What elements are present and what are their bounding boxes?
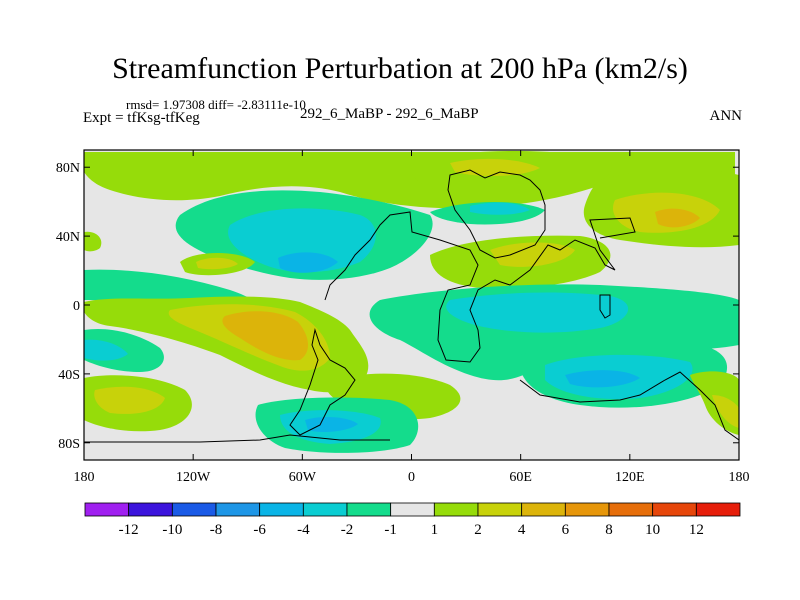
middle-east-positive-core bbox=[490, 242, 575, 267]
chart-title: Streamfunction Perturbation at 200 hPa (… bbox=[112, 52, 688, 85]
coastlines bbox=[84, 169, 739, 443]
southwest-pacific-positive-core bbox=[94, 386, 165, 414]
south-america-coast bbox=[289, 328, 356, 436]
colorbar-swatch bbox=[433, 502, 479, 517]
colorbar-swatch bbox=[521, 502, 566, 517]
colorbar-swatch bbox=[346, 502, 392, 517]
colorbar-swatch bbox=[259, 502, 304, 517]
x-tick-label: 0 bbox=[408, 470, 415, 485]
colorbar-swatch bbox=[564, 502, 610, 517]
y-tick-label: 40N bbox=[56, 230, 80, 245]
colorbar-label: -10 bbox=[162, 522, 182, 538]
central-pacific-positive-core bbox=[196, 257, 238, 270]
colorbar: -12 -10 -8 -6 -4 -2 -1 1 2 4 6 8 10 12 bbox=[84, 502, 741, 538]
season-label: ANN bbox=[709, 108, 743, 124]
north-landmass-coast bbox=[447, 169, 546, 259]
colorbar-swatch bbox=[84, 502, 130, 517]
y-tick-label: 80S bbox=[58, 437, 80, 452]
colorbar-label: 6 bbox=[562, 522, 570, 538]
x-tick-label: 180 bbox=[729, 470, 750, 485]
atlantic-negative-core bbox=[470, 202, 530, 215]
y-tick-label: 80N bbox=[56, 161, 80, 176]
colorbar-label: 2 bbox=[474, 522, 482, 538]
x-tick-label: 180 bbox=[74, 470, 95, 485]
colorbar-label: -2 bbox=[341, 522, 354, 538]
australia-positive-core bbox=[712, 395, 739, 428]
colorbar-label: -4 bbox=[297, 522, 310, 538]
colorbar-label: 4 bbox=[518, 522, 526, 538]
colorbar-label: -1 bbox=[384, 522, 397, 538]
antarctic-coast bbox=[84, 434, 390, 443]
colorbar-label: 10 bbox=[645, 522, 660, 538]
colorbar-label: -6 bbox=[253, 522, 266, 538]
stats-label: rmsd= 1.97308 diff= -2.83111e-10 bbox=[126, 97, 306, 112]
south-pacific-negative-core bbox=[84, 339, 128, 361]
island-coast bbox=[599, 294, 611, 319]
experiment-label: Expt = tfKsg-tfKeg bbox=[83, 110, 200, 126]
axes: 180 120W 60W 0 60E 120E 180 80N 40N 0 40S 80S bbox=[56, 150, 750, 485]
case-label: 292_6_MaBP - 292_6_MaBP bbox=[300, 106, 479, 122]
north-atlantic-negative-core bbox=[278, 252, 338, 273]
x-tick-label: 120W bbox=[176, 470, 211, 485]
colorbar-swatch bbox=[608, 502, 654, 517]
y-tick-label: 0 bbox=[73, 299, 80, 314]
antarctic-negative-core bbox=[305, 416, 358, 432]
east-asia-positive-core bbox=[655, 208, 700, 228]
colorbar-swatch bbox=[652, 502, 697, 517]
colorbar-swatch bbox=[477, 502, 523, 517]
colorbar-swatch bbox=[171, 502, 217, 517]
colorbar-swatch bbox=[215, 502, 261, 517]
north-atlantic-negative-mid bbox=[228, 208, 376, 273]
eurasia-africa-coast bbox=[324, 211, 636, 363]
colorbar-swatch bbox=[695, 502, 741, 517]
colorbar-swatch bbox=[128, 502, 173, 517]
colorbar-label: -12 bbox=[119, 522, 139, 538]
x-tick-label: 120E bbox=[615, 470, 645, 485]
colorbar-label: 12 bbox=[689, 522, 704, 538]
x-tick-label: 60E bbox=[509, 470, 532, 485]
colorbar-swatch bbox=[302, 502, 348, 517]
colorbar-label: 1 bbox=[431, 522, 439, 538]
x-tick-label: 60W bbox=[289, 470, 317, 485]
colorbar-swatch bbox=[390, 502, 435, 517]
australia-antarctic-coast bbox=[519, 371, 739, 441]
colorbar-label: 8 bbox=[605, 522, 613, 538]
south-indian-negative-core bbox=[565, 370, 640, 388]
y-tick-label: 40S bbox=[58, 368, 80, 383]
tropical-indian-negative-mid bbox=[446, 292, 629, 333]
south-pacific-positive-core bbox=[222, 311, 309, 361]
colorbar-label: -8 bbox=[210, 522, 223, 538]
